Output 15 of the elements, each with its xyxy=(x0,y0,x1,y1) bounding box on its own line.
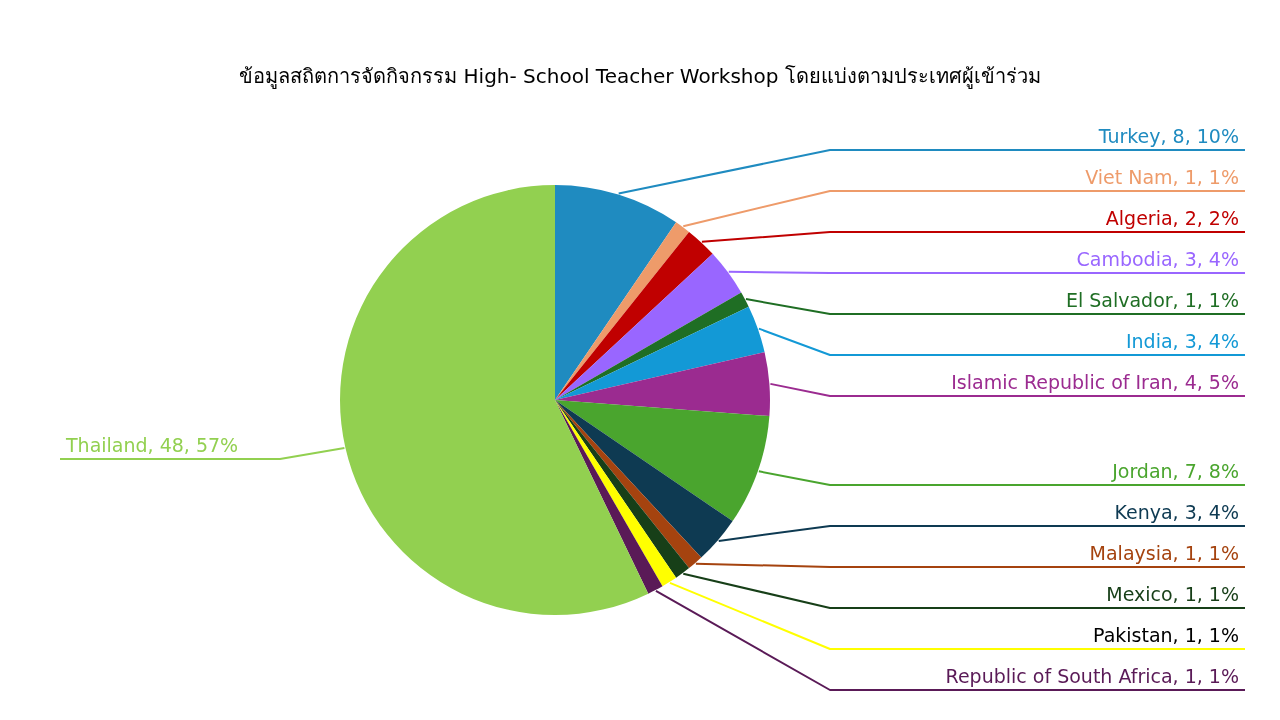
slice-label: Viet Nam, 1, 1% xyxy=(1085,166,1239,188)
slice-label: Islamic Republic of Iran, 4, 5% xyxy=(951,371,1239,393)
slice-label: Pakistan, 1, 1% xyxy=(1093,624,1239,646)
chart-title: ข้อมูลสถิตการจัดกิจกรรม High- School Teacher Workshop โดยแบ่งตามประเทศผู้เข้าร่วม xyxy=(239,64,1041,90)
slice-label: Algeria, 2, 2% xyxy=(1105,207,1239,229)
slice-label: Turkey, 8, 10% xyxy=(1097,125,1239,147)
slice-label: Malaysia, 1, 1% xyxy=(1089,542,1239,564)
slice-label: El Salvador, 1, 1% xyxy=(1065,289,1239,311)
slice-label: Republic of South Africa, 1, 1% xyxy=(945,665,1239,687)
slice-label: Jordan, 7, 8% xyxy=(1111,460,1239,482)
slice-label: Thailand, 48, 57% xyxy=(65,433,239,456)
slice-label: Cambodia, 3, 4% xyxy=(1076,248,1239,270)
slice-label: India, 3, 4% xyxy=(1125,330,1239,352)
slice-label: Kenya, 3, 4% xyxy=(1114,501,1239,523)
slice-label: Mexico, 1, 1% xyxy=(1106,583,1239,605)
